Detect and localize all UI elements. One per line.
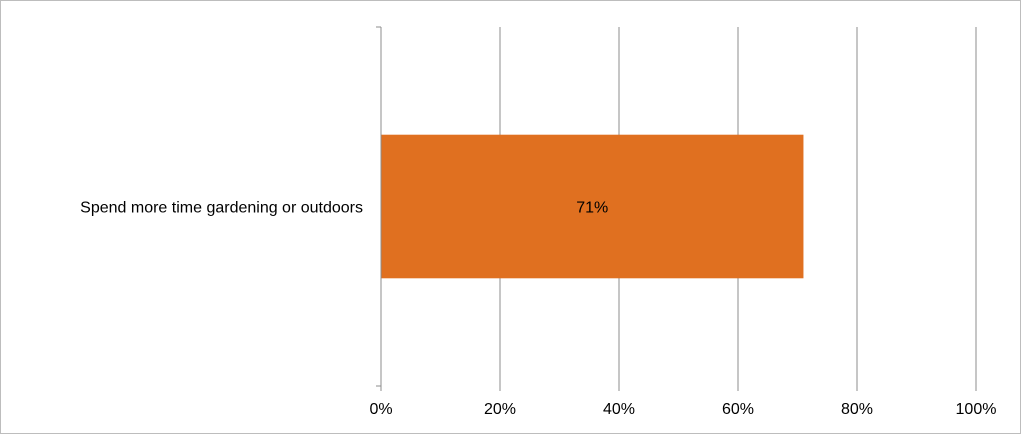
x-tick-label-40: 40%: [603, 401, 635, 418]
x-tick-label-100: 100%: [956, 401, 997, 418]
bars: [381, 134, 804, 279]
axes: [376, 26, 977, 391]
data-label-0: 71%: [576, 200, 608, 217]
x-tick-label-60: 60%: [722, 401, 754, 418]
labels: 0% 20% 40% 60% 80% 100% 71% Spend more time gar…: [80, 200, 996, 419]
bar-0: [381, 134, 804, 279]
x-tick-label-20: 20%: [484, 401, 516, 418]
x-tick-label-80: 80%: [841, 401, 873, 418]
x-tick-label-0: 0%: [369, 401, 392, 418]
category-label-0: Spend more time gardening or outdoors: [80, 200, 363, 217]
